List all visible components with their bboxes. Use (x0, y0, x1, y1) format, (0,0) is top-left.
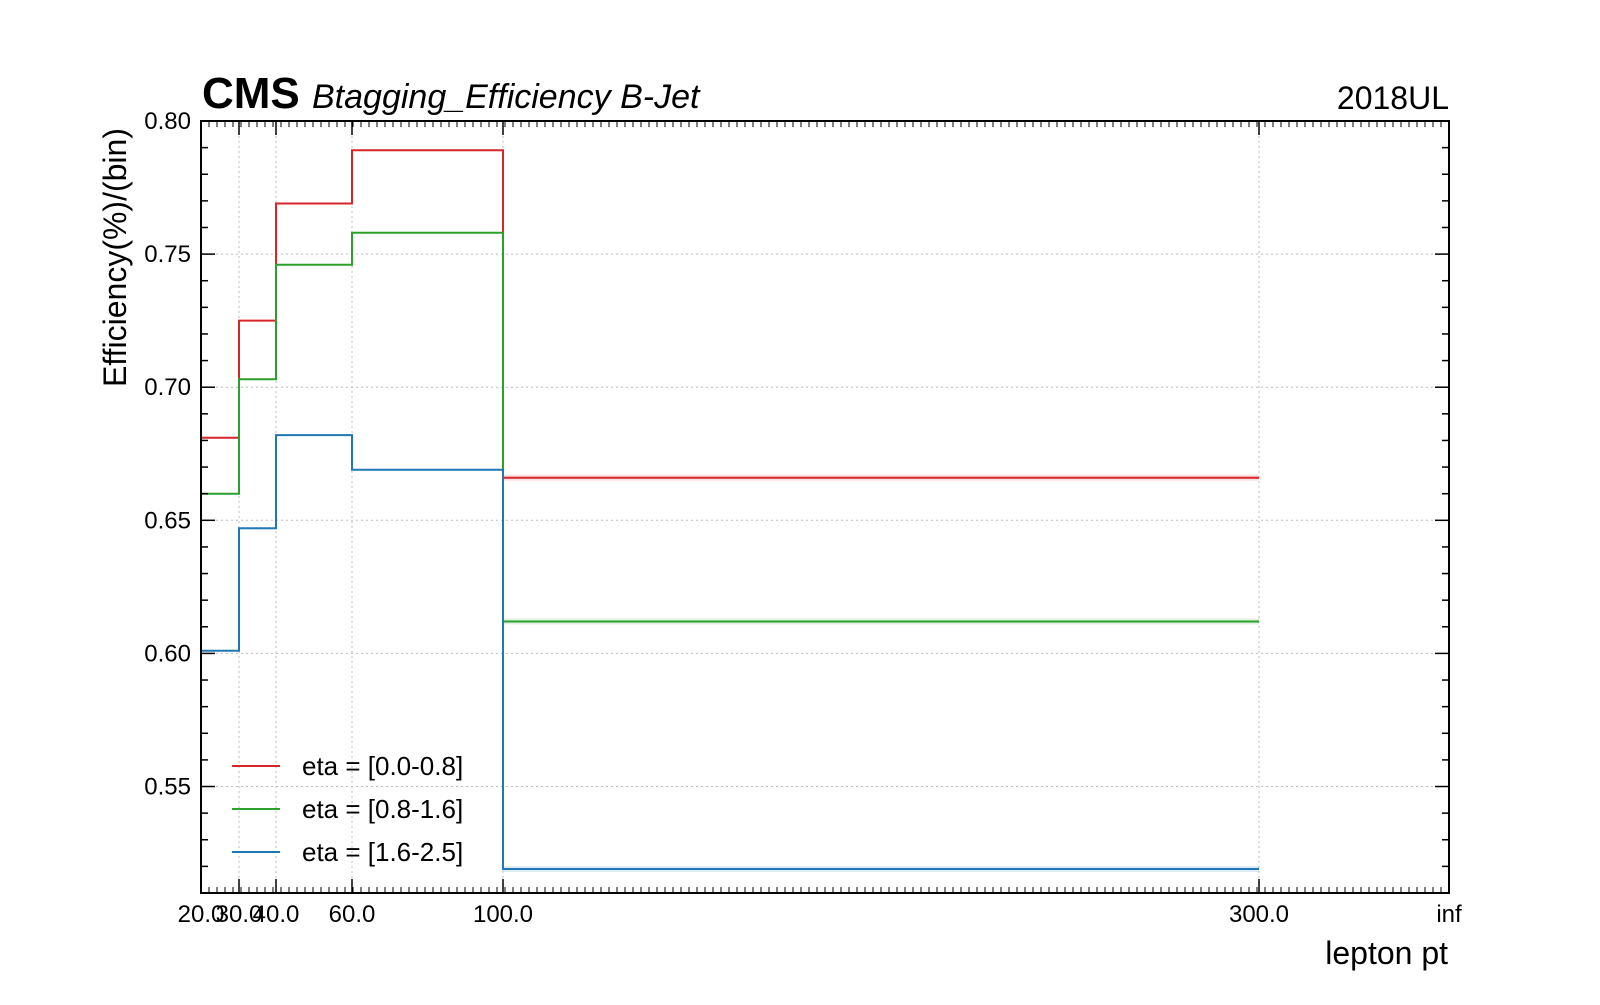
x-tick-label: inf (1436, 901, 1462, 928)
x-tick-label: 60.0 (329, 901, 376, 928)
uncertainty-band (503, 866, 1259, 873)
series-group (201, 149, 1259, 873)
series-2 (201, 231, 1259, 625)
chart-subtitle: Btagging_Efficiency B-Jet (312, 78, 701, 116)
y-tick-label: 0.75 (144, 241, 191, 268)
series-3 (201, 434, 1259, 873)
x-tick-label: 40.0 (253, 901, 300, 928)
uncertainty-band (503, 618, 1259, 625)
x-axis-title: lepton pt (1325, 935, 1448, 971)
series-1 (201, 149, 1259, 481)
series-line (201, 231, 1259, 623)
era-label: 2018UL (1337, 80, 1449, 116)
legend-entry: eta = [1.6-2.5] (232, 837, 463, 867)
y-tick-label: 0.70 (144, 374, 191, 401)
cms-label: CMS (202, 69, 300, 118)
x-tick-label: 100.0 (473, 901, 533, 928)
legend-label: eta = [1.6-2.5] (302, 837, 463, 867)
y-tick-label: 0.80 (144, 108, 191, 135)
axes (200, 120, 1450, 894)
x-tick-label: 300.0 (1229, 901, 1289, 928)
legend-label: eta = [0.8-1.6] (302, 794, 463, 824)
legend-entry: eta = [0.8-1.6] (232, 794, 463, 824)
uncertainty-band (503, 474, 1259, 481)
y-tick-label: 0.60 (144, 640, 191, 667)
y-tick-label: 0.55 (144, 774, 191, 801)
tick-labels: 0.55 0.60 0.65 0.70 0.75 0.80 20.030.040.0 60.0… (144, 108, 1462, 928)
y-axis-title: Efficiency(%)/(bin) (97, 128, 133, 387)
x-tick-label: 20.0 (178, 901, 225, 928)
x-tick-label: 30.0 (216, 901, 263, 928)
legend-entry: eta = [0.0-0.8] (232, 751, 463, 781)
legend-label: eta = [0.0-0.8] (302, 751, 463, 781)
series-line (201, 149, 1259, 479)
y-tick-label: 0.65 (144, 507, 191, 534)
legend: eta = [0.0-0.8] eta = [0.8-1.6] eta = [1.6… (232, 751, 463, 867)
series-line (201, 434, 1259, 871)
